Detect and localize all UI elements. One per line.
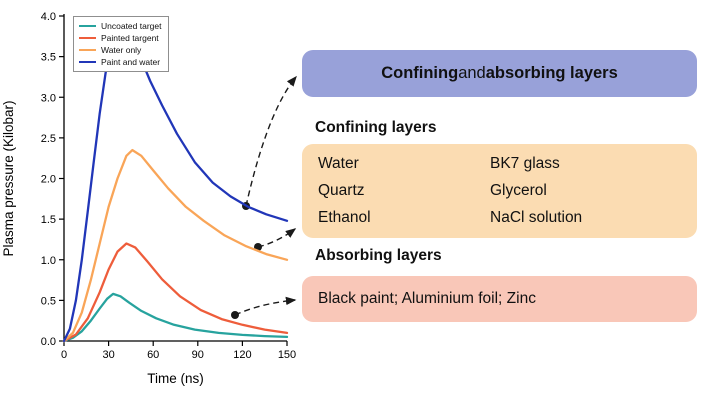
legend-item: Uncoated target <box>79 20 161 32</box>
svg-text:3.5: 3.5 <box>41 52 56 64</box>
legend-item: Paint and water <box>79 56 161 68</box>
svg-text:0.5: 0.5 <box>41 295 56 307</box>
confining-item: NaCl solution <box>490 208 583 226</box>
svg-text:Time (ns): Time (ns) <box>147 371 204 386</box>
confining-right-column: BK7 glass Glycerol NaCl solution <box>490 151 697 231</box>
absorbing-layers-heading: Absorbing layers <box>315 247 442 264</box>
confining-item: Water <box>318 155 359 173</box>
chart-area: 0 30 60 90 120 150 0.0 0.5 1.0 1.5 2.0 2.5 3.0 3.5 4.0… <box>0 0 300 415</box>
svg-text:4.0: 4.0 <box>41 11 56 23</box>
svg-text:1.5: 1.5 <box>41 214 56 226</box>
legend-swatch-uncoated <box>79 24 96 28</box>
svg-text:3.0: 3.0 <box>41 92 56 104</box>
combined-bold-2: absorbing layers <box>485 64 618 82</box>
annotation-panel: Confining and absorbing layers Confining… <box>302 0 699 415</box>
svg-text:150: 150 <box>278 349 296 361</box>
confining-left-column: Water Quartz Ethanol <box>318 151 490 231</box>
svg-text:90: 90 <box>192 349 204 361</box>
chart-legend: Uncoated target Painted targent Water on… <box>73 16 170 72</box>
svg-text:60: 60 <box>147 349 159 361</box>
legend-item: Painted targent <box>79 32 161 44</box>
confining-layers-heading: Confining layers <box>315 119 437 136</box>
svg-text:Plasma pressure (Kilobar): Plasma pressure (Kilobar) <box>1 100 16 256</box>
legend-item: Water only <box>79 44 161 56</box>
combined-mid: and <box>458 64 486 82</box>
confining-item: Quartz <box>318 181 365 199</box>
confining-layers-box: Water Quartz Ethanol BK7 glass Glycerol … <box>302 144 697 238</box>
combined-layers-box: Confining and absorbing layers <box>302 50 697 97</box>
legend-swatch-water <box>79 48 96 52</box>
svg-text:0: 0 <box>61 349 67 361</box>
pressure-plot: 0 30 60 90 120 150 0.0 0.5 1.0 1.5 2.0 2.5 3.0 3.5 4.0… <box>1 11 296 386</box>
legend-swatch-painted <box>79 36 96 40</box>
svg-text:0.0: 0.0 <box>41 336 56 348</box>
confining-item: Glycerol <box>490 181 547 199</box>
legend-label: Water only <box>101 44 142 55</box>
svg-text:120: 120 <box>233 349 251 361</box>
confining-item: Ethanol <box>318 208 371 226</box>
svg-text:2.0: 2.0 <box>41 174 56 186</box>
legend-label: Uncoated target <box>101 20 162 31</box>
svg-text:1.0: 1.0 <box>41 255 56 267</box>
confining-item: BK7 glass <box>490 155 560 173</box>
legend-label: Paint and water <box>101 56 161 67</box>
absorbing-layers-box: Black paint; Aluminium foil; Zinc <box>302 276 697 322</box>
legend-swatch-paint-water <box>79 60 96 64</box>
combined-bold-1: Confining <box>381 64 459 82</box>
legend-label: Painted targent <box>101 32 159 43</box>
svg-text:2.5: 2.5 <box>41 133 56 145</box>
svg-text:30: 30 <box>102 349 114 361</box>
